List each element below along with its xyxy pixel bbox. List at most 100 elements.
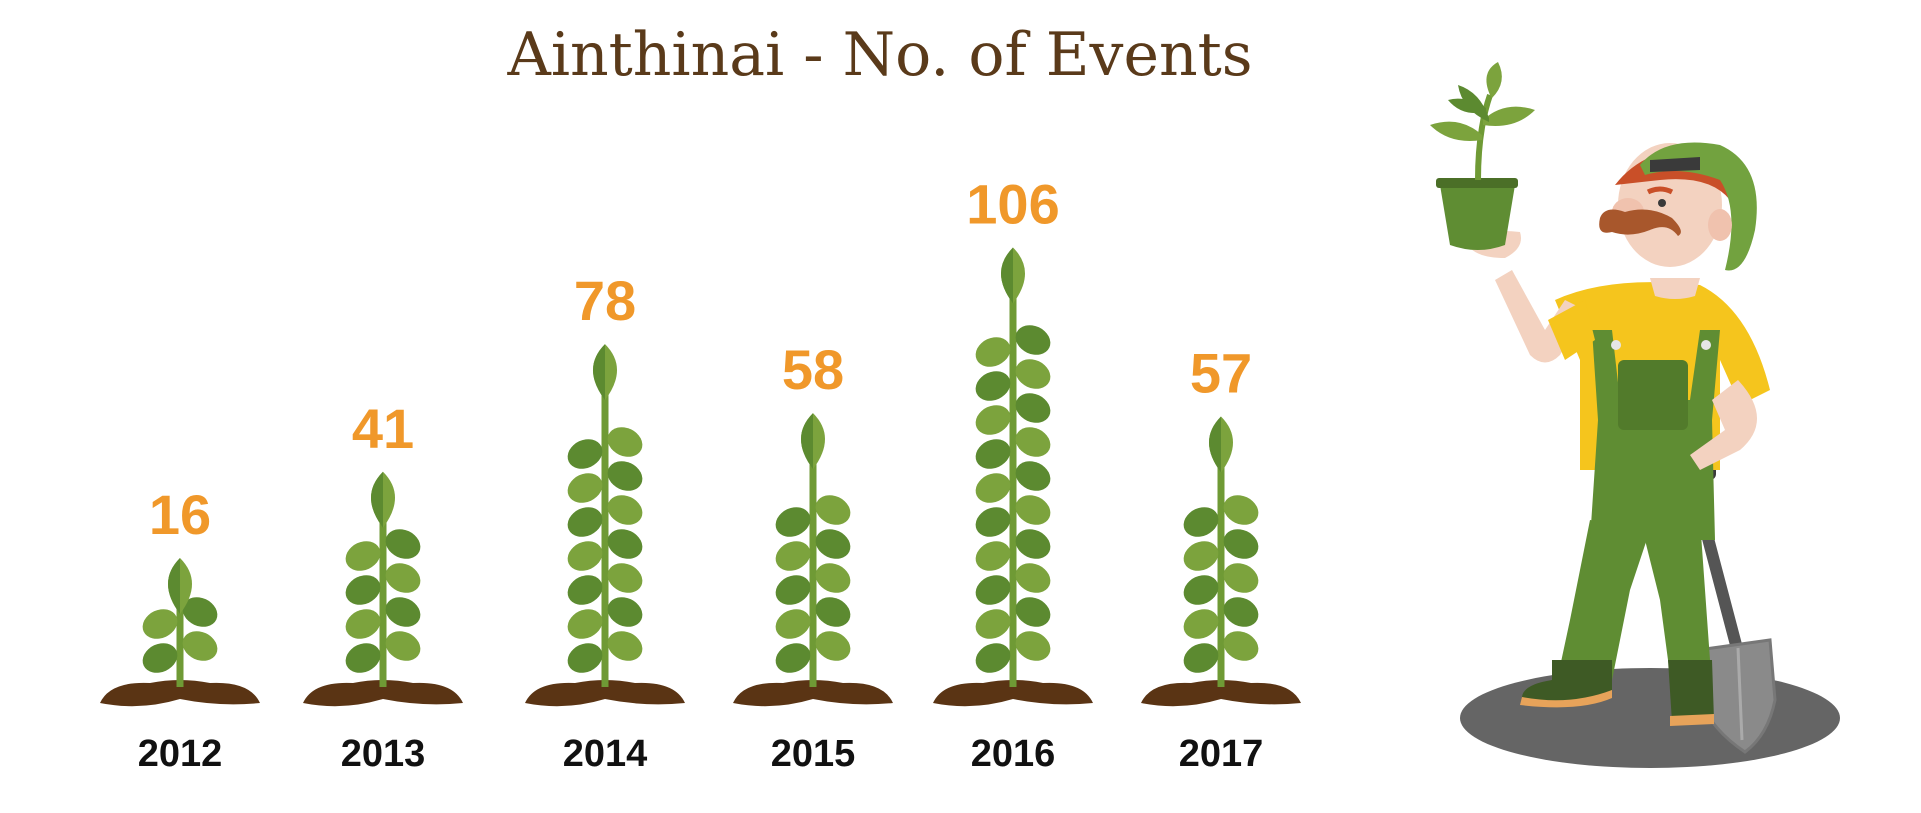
leaf: [1223, 529, 1259, 559]
leaf: [1015, 495, 1051, 525]
leaf: [345, 541, 381, 571]
plant-bar-2016: [933, 247, 1093, 707]
top-leaf-shade: [1209, 416, 1221, 473]
leaf: [775, 575, 811, 605]
soil-mound: [303, 680, 463, 707]
leaf: [1015, 597, 1051, 627]
leaf: [775, 541, 811, 571]
leaf: [815, 529, 851, 559]
value-label-2016: 106: [966, 173, 1059, 236]
value-label-2015: 58: [782, 338, 844, 401]
top-leaf-shade: [371, 471, 383, 528]
category-label-2017: 2017: [1179, 733, 1264, 775]
chart-title: Ainthinai - No. of Events: [507, 20, 1253, 90]
category-labels: 2012 2013 2014 2015 2016 2017: [138, 733, 1264, 775]
plant-bars: [100, 247, 1301, 707]
top-leaf-shade: [593, 344, 605, 401]
leaf: [567, 473, 603, 503]
category-label-2015: 2015: [771, 733, 856, 775]
soil-mound: [525, 680, 685, 707]
leaf: [607, 427, 643, 457]
category-label-2012: 2012: [138, 733, 223, 775]
soil-mound: [1141, 680, 1301, 707]
leaf: [1015, 359, 1051, 389]
leaf: [142, 609, 178, 639]
leaf: [975, 643, 1011, 673]
leaf: [385, 529, 421, 559]
leaf: [815, 495, 851, 525]
plant-bar-2012: [100, 558, 260, 707]
leaf: [975, 337, 1011, 367]
leaf: [1223, 563, 1259, 593]
ground-shadow: [1460, 668, 1840, 768]
plant-bar-2014: [525, 344, 685, 707]
leaf: [1015, 393, 1051, 423]
leaf: [1183, 575, 1219, 605]
leaf: [775, 507, 811, 537]
leaf: [975, 439, 1011, 469]
leaf: [1015, 631, 1051, 661]
leaf: [1223, 631, 1259, 661]
leaf: [775, 609, 811, 639]
leaf: [345, 643, 381, 673]
leaf: [142, 643, 178, 673]
value-label-2017: 57: [1190, 342, 1252, 405]
leaf: [815, 597, 851, 627]
leaf: [975, 541, 1011, 571]
value-label-2014: 78: [574, 269, 636, 332]
leaf: [607, 461, 643, 491]
leaf: [975, 609, 1011, 639]
leaf: [775, 643, 811, 673]
leaf: [1015, 427, 1051, 457]
leaf: [567, 439, 603, 469]
leaf: [1223, 495, 1259, 525]
leaf: [607, 631, 643, 661]
leaf: [1183, 541, 1219, 571]
leaf: [975, 371, 1011, 401]
leaf: [1015, 461, 1051, 491]
leaf: [815, 631, 851, 661]
category-label-2013: 2013: [341, 733, 426, 775]
value-label-2012: 16: [149, 483, 211, 546]
leaf: [607, 529, 643, 559]
leaf: [567, 643, 603, 673]
leaf: [385, 563, 421, 593]
value-label-2013: 41: [352, 397, 414, 460]
leaf: [815, 563, 851, 593]
leaf: [1015, 529, 1051, 559]
top-leaf-shade: [801, 413, 813, 470]
leaf: [567, 575, 603, 605]
soil-mound: [733, 680, 893, 707]
plant-bar-2015: [733, 413, 893, 707]
leaf: [1183, 643, 1219, 673]
plant-bar-2013: [303, 471, 463, 707]
leaf: [1183, 507, 1219, 537]
top-leaf-shade: [1001, 247, 1013, 304]
value-labels: 16 41 78 58 106 57: [149, 173, 1252, 547]
leaf: [567, 507, 603, 537]
category-label-2016: 2016: [971, 733, 1056, 775]
soil-mound: [100, 680, 260, 707]
leaf: [182, 597, 218, 627]
leaf: [607, 597, 643, 627]
leaf: [345, 575, 381, 605]
leaf: [1015, 325, 1051, 355]
leaf: [1015, 563, 1051, 593]
leaf: [607, 495, 643, 525]
gardener-illustration: [1430, 62, 1840, 768]
plant-bar-2017: [1141, 416, 1301, 707]
leaf: [385, 631, 421, 661]
leaf: [975, 473, 1011, 503]
category-label-2014: 2014: [563, 733, 648, 775]
leaf: [975, 405, 1011, 435]
leaf: [345, 609, 381, 639]
leaf: [385, 597, 421, 627]
leaf: [1183, 609, 1219, 639]
leaf: [607, 563, 643, 593]
potted-plant-icon: [1430, 62, 1535, 250]
soil-mound: [933, 680, 1093, 707]
leaf: [1223, 597, 1259, 627]
leaf: [567, 609, 603, 639]
leaf: [182, 631, 218, 661]
